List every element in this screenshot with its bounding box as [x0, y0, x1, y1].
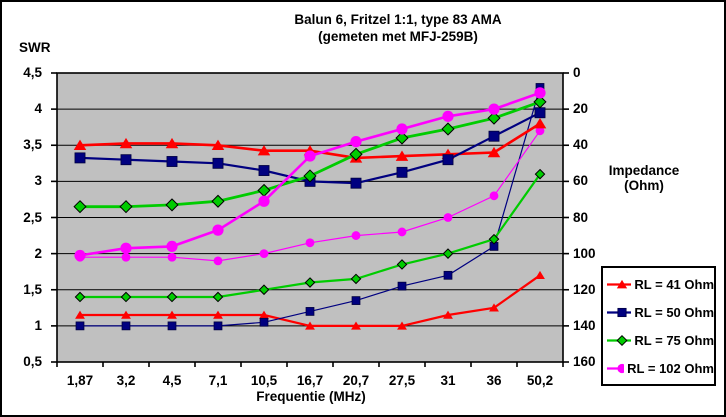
x-axis-tick-label: 20,7 — [342, 373, 370, 388]
legend-label-rl-102-ohm: RL = 102 Ohm — [627, 360, 714, 376]
legend-label-rl-50-ohm: RL = 50 Ohm — [634, 304, 714, 320]
legend-item-rl-75-ohm: RL = 75 Ohm — [606, 333, 714, 348]
left-axis-title: SWR — [19, 40, 51, 55]
x-axis-tick-label: 3,2 — [116, 373, 136, 388]
series-impedance-rl-75-ohm — [73, 95, 547, 214]
chart-title-line2: (gemeten met MFJ-259B) — [318, 29, 478, 44]
left-axis-tick-label: 2 — [34, 245, 42, 261]
left-axis-tick-label: 0,5 — [23, 354, 42, 369]
x-axis-tick-label: 50,2 — [526, 373, 554, 388]
x-axis-tick-label: 27,5 — [388, 373, 416, 388]
left-axis-tick-label: 4,5 — [23, 65, 42, 80]
x-axis-tick-label: 4,5 — [162, 373, 182, 388]
x-axis-tick-label: 7,1 — [208, 373, 228, 388]
legend-marker-rl-75-ohm — [607, 334, 632, 346]
legend-label-rl-75-ohm: RL = 75 Ohm — [634, 332, 714, 348]
left-axis-tick-label: 1 — [34, 317, 42, 333]
right-axis-tick-label: 100 — [573, 245, 596, 261]
x-axis-tick-label: 31 — [440, 373, 456, 388]
legend-item-rl-41-ohm: RL = 41 Ohm — [606, 277, 714, 292]
right-axis-tick-label: 20 — [573, 101, 589, 117]
legend-marker-rl-50-ohm — [607, 307, 632, 317]
series-swr-rl-41-ohm — [75, 270, 545, 330]
legend-marker-rl-41-ohm — [607, 279, 632, 288]
x-axis-tick-label: 16,7 — [296, 373, 324, 388]
right-axis-title-line1: Impedance — [608, 163, 680, 178]
right-axis-tick-label: 80 — [573, 209, 589, 225]
x-axis-title: Frequentie (MHz) — [256, 389, 366, 404]
legend-label-rl-41-ohm: RL = 41 Ohm — [634, 276, 714, 292]
x-axis-tick-label: 10,5 — [250, 373, 278, 388]
legend-item-rl-102-ohm: RL = 102 Ohm — [606, 361, 714, 376]
left-axis-tick-label: 2,5 — [23, 209, 42, 225]
left-axis-tick-label: 4 — [34, 101, 42, 117]
right-axis-title: Impedance (Ohm) — [588, 163, 700, 193]
axis-ticks — [51, 72, 569, 367]
legend: RL = 41 Ohm RL = 50 Ohm RL = 75 Ohm RL = 10… — [601, 266, 716, 386]
right-axis-tick-label: 140 — [573, 317, 596, 333]
right-axis-title-line2: (Ohm) — [624, 178, 664, 193]
legend-marker-rl-102-ohm — [607, 363, 625, 373]
right-axis-tick-label: 0 — [573, 65, 581, 80]
right-axis-tick-label: 120 — [573, 281, 596, 297]
series-swr-rl-75-ohm — [74, 168, 546, 303]
right-axis-tick-label: 60 — [573, 173, 589, 189]
left-axis-tick-label: 3 — [34, 173, 42, 189]
right-axis-tick-label: 160 — [573, 354, 596, 369]
series-impedance-rl-102-ohm — [74, 87, 546, 262]
left-axis-tick-label: 3,5 — [23, 137, 42, 153]
left-axis-tick-label: 1,5 — [23, 281, 42, 297]
x-axis-tick-label: 36 — [486, 373, 502, 388]
chart-title-line1: Balun 6, Fritzel 1:1, type 83 AMA — [294, 12, 502, 27]
legend-item-rl-50-ohm: RL = 50 Ohm — [606, 305, 714, 320]
x-axis-tick-label: 1,87 — [66, 373, 94, 388]
right-axis-tick-label: 40 — [573, 137, 589, 153]
chart-title: Balun 6, Fritzel 1:1, type 83 AMA (gemet… — [168, 11, 628, 45]
